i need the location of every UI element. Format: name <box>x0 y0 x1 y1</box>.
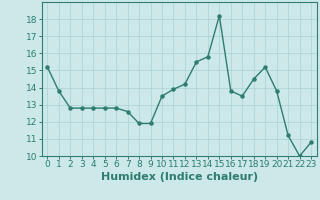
X-axis label: Humidex (Indice chaleur): Humidex (Indice chaleur) <box>100 172 258 182</box>
